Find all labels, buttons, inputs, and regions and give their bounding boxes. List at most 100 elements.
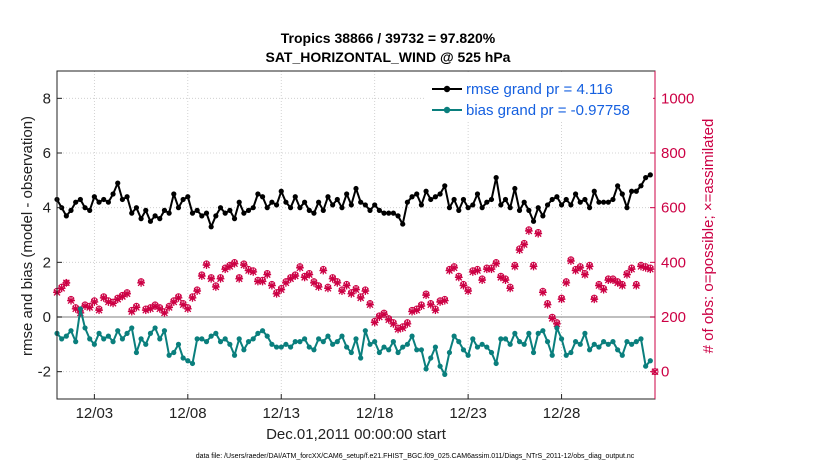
obs-assimilated-point xyxy=(562,278,571,287)
rmse-point xyxy=(316,199,322,205)
rmse-point xyxy=(344,191,350,197)
rmse-point xyxy=(87,207,93,213)
bias-point xyxy=(208,333,214,339)
obs-assimilated-point xyxy=(211,283,220,291)
bias-point xyxy=(292,339,298,345)
data-file-footer: data file: /Users/raeder/DAI/ATM_forcXX/… xyxy=(196,453,635,460)
bias-point xyxy=(63,333,69,339)
obs-assimilated-point xyxy=(230,259,239,268)
obs-assimilated-point xyxy=(85,303,94,312)
x-tick-label: 12/18 xyxy=(356,405,394,422)
bias-point xyxy=(586,347,593,353)
obs-assimilated-point xyxy=(118,292,127,301)
obs-assimilated-point xyxy=(151,302,160,310)
bias-point xyxy=(157,336,163,342)
rmse-point xyxy=(442,183,448,189)
bias-point xyxy=(418,347,425,353)
rmse-point xyxy=(194,207,200,213)
rmse-point xyxy=(199,213,205,219)
rmse-point xyxy=(572,191,579,197)
rmse-point xyxy=(189,210,196,216)
rmse-point xyxy=(372,202,378,208)
rmse-point xyxy=(558,202,565,208)
obs-assimilated-point xyxy=(90,298,99,306)
obs-assimilated-point xyxy=(567,257,575,265)
bias-point xyxy=(414,347,420,353)
obs-assimilated-point xyxy=(95,306,103,315)
bias-point xyxy=(563,352,569,358)
bias-point xyxy=(502,336,509,342)
bias-point xyxy=(615,347,621,353)
bias-point xyxy=(227,341,233,347)
rmse-point xyxy=(302,199,308,205)
rmse-point xyxy=(161,207,168,213)
bias-point xyxy=(339,333,345,339)
bias-point xyxy=(507,341,513,347)
rmse-point xyxy=(507,205,513,211)
obs-assimilated-point xyxy=(459,281,468,290)
bias-point xyxy=(245,339,252,345)
obs-assimilated-point xyxy=(389,319,398,328)
rmse-point xyxy=(470,202,476,208)
rmse-point xyxy=(484,199,490,205)
obs-assimilated-point xyxy=(352,285,360,294)
bias-point xyxy=(521,341,527,347)
rmse-point xyxy=(287,205,294,211)
bias-point xyxy=(474,344,481,350)
bias-point xyxy=(540,328,546,334)
bias-point xyxy=(250,336,256,342)
bias-point xyxy=(143,341,149,347)
rmse-point xyxy=(185,194,191,200)
legend-rmse-label: rmse grand pr = 4.116 xyxy=(466,81,613,98)
bias-point xyxy=(325,333,331,339)
rmse-point xyxy=(549,196,555,203)
rmse-point xyxy=(91,194,97,200)
rmse-point xyxy=(647,172,653,178)
bias-point xyxy=(558,336,565,342)
rmse-point xyxy=(414,191,420,197)
rmse-point xyxy=(540,213,546,219)
obs-assimilated-point xyxy=(370,318,379,327)
rmse-point xyxy=(306,207,312,213)
bias-point xyxy=(530,349,537,356)
bias-point xyxy=(624,339,630,345)
rmse-point xyxy=(245,207,252,213)
rmse-point xyxy=(152,213,158,219)
bias-point xyxy=(241,347,247,353)
rmse-point xyxy=(582,196,588,203)
rmse-point xyxy=(115,180,121,186)
rmse-point xyxy=(381,210,387,216)
bias-point xyxy=(185,358,191,364)
obs-assimilated-point xyxy=(155,304,164,313)
rmse-point xyxy=(362,202,368,208)
bias-point xyxy=(273,344,280,350)
rmse-point xyxy=(297,205,303,211)
rmse-point xyxy=(82,205,88,211)
y2-tick-label: 600 xyxy=(661,200,686,217)
rmse-point xyxy=(68,207,74,213)
rmse-layer xyxy=(54,172,653,230)
rmse-point xyxy=(568,202,574,208)
obs-assimilated-point xyxy=(543,300,552,309)
obs-assimilated-point xyxy=(464,287,473,295)
rmse-point xyxy=(353,185,359,192)
obs-assimilated-point xyxy=(291,272,300,280)
rmse-point xyxy=(633,188,639,194)
rmse-point xyxy=(451,196,457,203)
bias-point xyxy=(264,333,270,339)
rmse-point xyxy=(334,196,340,203)
rmse-point xyxy=(143,207,149,213)
obs-assimilated-point xyxy=(174,293,183,302)
rmse-point xyxy=(530,218,537,224)
y-tick-label: 0 xyxy=(43,309,51,326)
bias-point xyxy=(330,341,336,347)
obs-assimilated-point xyxy=(268,281,276,290)
obs-assimilated-point xyxy=(137,278,145,287)
rmse-point xyxy=(404,199,410,205)
bias-point xyxy=(311,347,317,353)
rmse-point xyxy=(217,205,224,211)
obs-assimilated-point xyxy=(380,310,388,319)
obs-assimilated-point xyxy=(366,300,374,309)
rmse-point xyxy=(418,202,425,208)
obs-assimilated-point xyxy=(473,266,482,275)
